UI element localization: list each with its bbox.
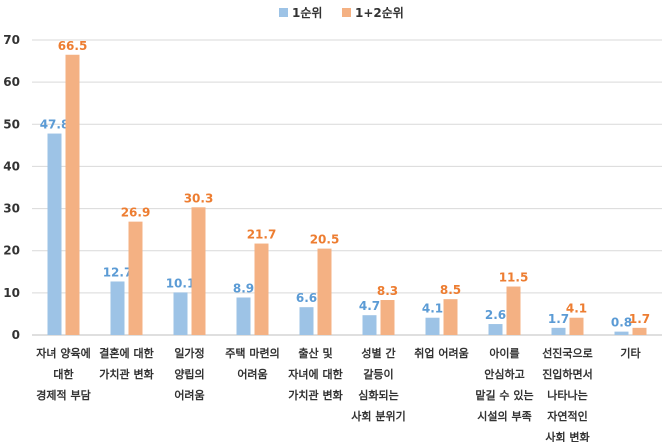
data-label: 10.1	[166, 276, 196, 290]
data-label: 11.5	[499, 271, 529, 285]
y-tick-label: 50	[3, 117, 20, 131]
bar-rank1-5	[362, 315, 377, 335]
data-label: 66.5	[58, 39, 88, 53]
data-label: 6.6	[296, 291, 317, 305]
bar-rank12-9	[632, 327, 647, 335]
bar-rank12-7	[506, 286, 521, 335]
data-label: 26.9	[121, 206, 151, 220]
bar-rank12-1	[128, 221, 143, 335]
data-label: 8.9	[233, 281, 254, 295]
x-tick-label: 사회 변화	[545, 430, 589, 442]
y-tick-label: 0	[12, 328, 20, 342]
y-tick-label: 20	[3, 244, 20, 258]
y-tick-label: 70	[3, 33, 20, 47]
x-tick-label: 일가정	[174, 346, 204, 360]
x-tick-label: 아이를	[489, 346, 519, 360]
data-label: 2.6	[485, 308, 506, 322]
data-label: 4.7	[359, 299, 380, 313]
x-tick-label: 자녀 양육에	[36, 346, 90, 360]
x-tick-label: 양립의	[174, 367, 204, 381]
bar-rank12-5	[380, 300, 395, 335]
bar-rank1-9	[614, 331, 629, 335]
bar-rank12-6	[443, 299, 458, 335]
x-tick-label: 갈등이	[363, 367, 393, 381]
x-tick-label: 출산 및	[298, 346, 332, 360]
bar-rank1-3	[236, 297, 251, 335]
x-tick-label: 주택 마련의	[225, 346, 279, 360]
bar-rank12-2	[191, 207, 206, 335]
legend-swatch	[342, 8, 351, 17]
bar-rank1-2	[173, 292, 188, 335]
x-tick-label: 성별 간	[361, 346, 395, 360]
data-label: 1.7	[548, 312, 569, 326]
x-tick-label: 어려움	[237, 367, 267, 381]
bar-rank12-8	[569, 317, 584, 335]
data-label: 4.1	[566, 302, 587, 316]
legend-label: 1순위	[292, 6, 322, 20]
bar-rank1-6	[425, 317, 440, 335]
x-tick-label: 심화되는	[358, 388, 398, 402]
legend-swatch	[279, 8, 288, 17]
x-tick-label: 기타	[620, 346, 641, 360]
x-tick-label: 자연적인	[547, 409, 587, 423]
x-tick-label: 자녀에 대한	[288, 367, 342, 381]
bar-rank12-0	[65, 54, 80, 335]
bar-rank1-1	[110, 281, 125, 335]
x-tick-label: 가치관 변화	[99, 367, 153, 381]
x-tick-label: 취업 어려움	[414, 346, 468, 360]
x-tick-label: 선진국으로	[542, 346, 593, 360]
x-tick-label: 나타나는	[547, 388, 587, 402]
data-label: 47.8	[40, 118, 70, 132]
data-label: 0.8	[611, 316, 632, 330]
x-tick-label: 경제적 부담	[36, 388, 90, 402]
bar-rank12-4	[317, 248, 332, 335]
data-label: 4.1	[422, 302, 443, 316]
data-label: 30.3	[184, 191, 214, 205]
bar-rank1-7	[488, 324, 503, 335]
bar-rank1-4	[299, 307, 314, 335]
y-tick-label: 60	[3, 75, 20, 89]
legend-label: 1+2순위	[355, 6, 404, 20]
data-label: 1.7	[629, 312, 650, 326]
bar-rank12-3	[254, 243, 269, 335]
bar-rank1-8	[551, 327, 566, 335]
y-tick-label: 40	[3, 159, 20, 173]
data-label: 21.7	[247, 228, 277, 242]
x-tick-label: 맡길 수 있는	[475, 388, 533, 402]
y-tick-label: 30	[3, 202, 20, 216]
x-tick-label: 대한	[53, 367, 73, 381]
x-tick-label: 안심하고	[484, 367, 524, 381]
data-label: 8.3	[377, 284, 398, 298]
data-label: 20.5	[310, 233, 340, 247]
x-tick-label: 가치관 변화	[288, 388, 342, 402]
bar-rank1-0	[47, 133, 62, 335]
x-tick-label: 결혼에 대한	[99, 346, 153, 360]
y-tick-label: 10	[3, 286, 20, 300]
x-tick-label: 시설의 부족	[477, 409, 531, 423]
data-label: 8.5	[440, 283, 461, 297]
x-tick-label: 진입하면서	[542, 367, 593, 381]
data-label: 12.7	[103, 265, 133, 279]
x-tick-label: 사회 분위기	[351, 409, 405, 423]
x-tick-label: 어려움	[174, 388, 204, 402]
